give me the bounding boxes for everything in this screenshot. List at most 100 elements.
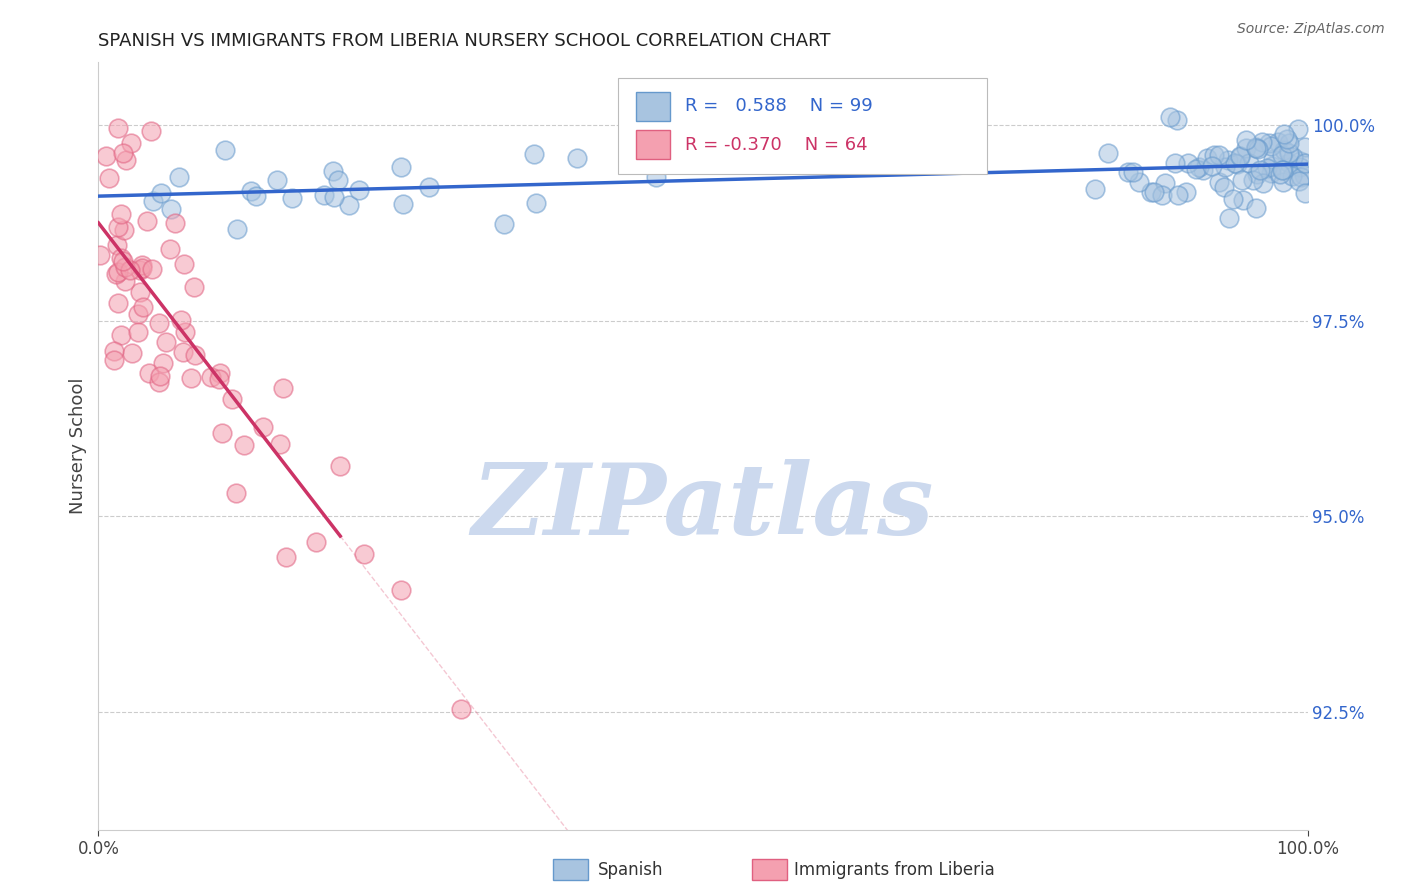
Point [1229, 151, 1251, 165]
Point [131, 260, 153, 275]
Point [103, 352, 125, 367]
Point [1208, 175, 1230, 189]
Point [1213, 180, 1236, 194]
Point [167, 169, 190, 184]
Point [389, 161, 412, 175]
Point [180, 371, 202, 385]
Point [139, 123, 162, 137]
Point [1244, 141, 1267, 155]
Point [337, 198, 360, 212]
FancyBboxPatch shape [619, 78, 987, 174]
Point [1271, 148, 1294, 162]
Text: SPANISH VS IMMIGRANTS FROM LIBERIA NURSERY SCHOOL CORRELATION CHART: SPANISH VS IMMIGRANTS FROM LIBERIA NURSE… [98, 32, 831, 50]
Point [1272, 127, 1295, 141]
Point [214, 143, 236, 157]
Point [418, 180, 440, 194]
Point [1260, 159, 1282, 173]
Point [1154, 176, 1177, 190]
Point [1246, 167, 1268, 181]
Point [1261, 152, 1284, 166]
Text: Immigrants from Liberia: Immigrants from Liberia [794, 861, 995, 879]
Point [138, 367, 160, 381]
Point [1208, 148, 1230, 162]
Point [165, 216, 187, 230]
Point [114, 153, 136, 167]
Point [107, 265, 129, 279]
Point [271, 381, 294, 395]
Point [1218, 153, 1240, 168]
Text: Source: ZipAtlas.com: Source: ZipAtlas.com [1237, 22, 1385, 37]
Text: Spanish: Spanish [598, 861, 664, 879]
Point [1116, 165, 1139, 179]
Point [159, 242, 181, 256]
Point [148, 316, 170, 330]
Point [1260, 139, 1282, 153]
Point [1140, 186, 1163, 200]
Point [1159, 110, 1181, 124]
Point [1177, 155, 1199, 169]
Point [129, 263, 152, 277]
Point [107, 220, 129, 235]
Point [184, 348, 207, 362]
Point [221, 392, 243, 406]
Point [174, 325, 197, 339]
Point [1201, 160, 1223, 174]
Point [1294, 168, 1316, 182]
Point [135, 214, 157, 228]
Point [1275, 132, 1298, 146]
Text: R =   0.588    N = 99: R = 0.588 N = 99 [685, 97, 873, 115]
Point [1230, 173, 1253, 187]
Point [1294, 186, 1316, 200]
Point [1234, 133, 1257, 147]
Point [391, 196, 413, 211]
Point [89, 248, 111, 262]
Point [492, 217, 515, 231]
Y-axis label: Nursery School: Nursery School [69, 377, 87, 515]
Point [183, 280, 205, 294]
Point [1294, 156, 1316, 170]
Point [1229, 148, 1251, 162]
Point [105, 238, 128, 252]
Point [120, 136, 142, 150]
Point [110, 207, 132, 221]
Point [1222, 192, 1244, 206]
Point [141, 262, 163, 277]
Point [1271, 175, 1294, 189]
Point [245, 189, 267, 203]
Point [1128, 175, 1150, 189]
Point [353, 547, 375, 561]
Point [1291, 169, 1313, 184]
Point [1244, 202, 1267, 216]
Point [114, 274, 136, 288]
Point [239, 184, 262, 198]
Point [111, 253, 134, 268]
Point [142, 194, 165, 208]
Point [1281, 169, 1303, 183]
Point [107, 120, 129, 135]
Point [1244, 140, 1267, 154]
Point [1097, 146, 1119, 161]
Point [172, 344, 194, 359]
Point [252, 420, 274, 434]
Point [1143, 185, 1166, 199]
Point [1278, 155, 1301, 169]
Text: ZIPatlas: ZIPatlas [472, 459, 934, 556]
Point [1288, 174, 1310, 188]
Point [1267, 135, 1289, 149]
Point [118, 262, 141, 277]
Point [1246, 142, 1268, 156]
Point [110, 252, 132, 266]
Point [269, 437, 291, 451]
Point [1239, 156, 1261, 170]
Point [1271, 162, 1294, 177]
Point [281, 191, 304, 205]
Point [523, 147, 546, 161]
Point [312, 188, 335, 202]
Point [103, 343, 125, 358]
Point [1271, 162, 1294, 177]
Point [225, 486, 247, 500]
Point [389, 583, 412, 598]
Point [1174, 185, 1197, 199]
Point [1282, 149, 1305, 163]
Point [96, 149, 118, 163]
